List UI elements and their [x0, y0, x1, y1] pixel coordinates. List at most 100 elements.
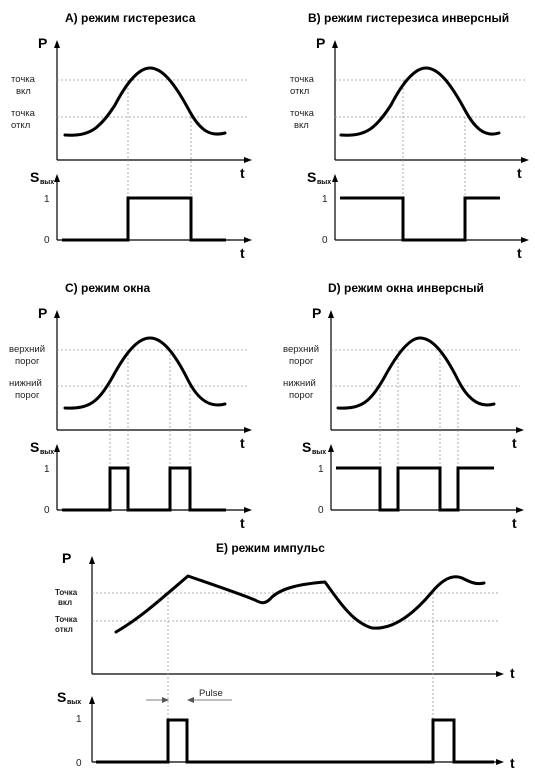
panel-c-top-x-arrow: [244, 427, 252, 433]
panel-d-bottom-t-label: t: [512, 515, 517, 531]
panel-b-bottom-y-arrow: [332, 174, 338, 182]
panel-c-switch-lines: [109, 350, 191, 510]
panel-c-level-lo-2: порог: [15, 390, 40, 401]
panel-b-s-label: S: [307, 169, 316, 185]
panel-b-top-x-arrow: [521, 157, 529, 163]
panel-a-bottom-axes: [56, 178, 248, 241]
panel-a-pressure-curve: [63, 66, 227, 137]
panel-e-level-lo-2: откл: [55, 625, 73, 634]
panel-c-p-label: P: [38, 305, 47, 321]
panel-e: E) режим импульс P t Точка вкл Точка отк…: [55, 541, 515, 771]
panel-e-pulse-arrow-left: [162, 697, 169, 703]
panel-c-level-hi-1: верхний: [9, 344, 45, 355]
panel-e-level-hi-2: вкл: [58, 598, 72, 607]
panel-b-bottom-x-arrow: [521, 237, 529, 243]
panel-e-title: E) режим импульс: [216, 541, 325, 555]
panel-e-pulse-arrow-right: [187, 697, 194, 703]
panel-d-switch-lines: [379, 350, 459, 510]
panel-c-s-label: S: [30, 439, 39, 455]
panel-e-pressure-curve: [114, 574, 486, 634]
panel-d-level-hi-1: верхний: [283, 344, 319, 355]
panel-b-top-t-label: t: [517, 165, 522, 181]
panel-d-s-sub: вых: [312, 449, 326, 456]
panel-a-top-y-arrow: [54, 40, 60, 48]
panel-a-bottom-x-arrow: [244, 237, 252, 243]
panel-d-top-axes: [330, 314, 520, 431]
panel-b-s-sub: вых: [317, 179, 331, 186]
panel-a-level-lo-2: откл: [11, 120, 30, 131]
panel-e-bottom-axes: [91, 700, 500, 763]
panel-e-output-signal: [96, 718, 494, 764]
panel-b-p-label: P: [316, 35, 325, 51]
panel-e-pulse-label: Pulse: [199, 688, 223, 699]
panel-c-top-t-label: t: [240, 435, 245, 451]
panel-a-output-signal: [62, 196, 226, 242]
panel-e-top-t-label: t: [510, 665, 515, 681]
panel-b-level-lo-1: точка: [290, 108, 315, 119]
panel-b-level-hi-2: откл: [290, 86, 309, 97]
panel-a-bottom-t-label: t: [240, 245, 245, 261]
panel-c-top-axes: [56, 314, 248, 431]
panel-d-top-y-arrow: [328, 310, 334, 318]
panel-e-bottom-t-label: t: [510, 755, 515, 771]
panel-a-level-hi-2: вкл: [16, 86, 31, 97]
panel-e-s-label: S: [57, 689, 66, 705]
panel-c-s-sub: вых: [40, 449, 54, 456]
panel-c-bottom-x-arrow: [244, 507, 252, 513]
panel-c-title: C) режим окна: [65, 281, 151, 295]
panel-e-p-label: P: [62, 550, 71, 566]
panel-c-level-lo-1: нижний: [9, 378, 42, 389]
panel-e-switch-lines: [167, 593, 434, 762]
panel-a-bottom-y-arrow: [54, 174, 60, 182]
panel-a-title: A) режим гистерезиса: [65, 11, 196, 25]
panel-b-top-axes: [334, 44, 525, 161]
panel-c-output-signal: [62, 466, 226, 512]
panel-c-bottom-y-arrow: [54, 444, 60, 452]
panel-a-one-label: 1: [44, 194, 50, 205]
panel-b: B) режим гистерезиса инверсный P t точка…: [290, 11, 529, 261]
panel-a-top-axes: [56, 44, 248, 161]
panel-c-bottom-t-label: t: [240, 515, 245, 531]
panel-a-top-x-arrow: [244, 157, 252, 163]
panel-b-top-y-arrow: [332, 40, 338, 48]
panel-d-level-hi-2: порог: [289, 356, 314, 367]
panel-d-one-label: 1: [318, 464, 324, 475]
panel-e-one-label: 1: [76, 714, 82, 725]
panel-b-level-hi-1: точка: [290, 74, 315, 85]
panel-e-zero-label: 0: [76, 758, 82, 769]
panel-a-p-label: P: [38, 35, 47, 51]
panel-e-level-lo-1: Точка: [55, 615, 78, 624]
panel-c-level-hi-2: порог: [15, 356, 40, 367]
panel-b-output-signal: [340, 196, 500, 242]
panel-d-level-lo-1: нижний: [283, 378, 316, 389]
panel-c-top-y-arrow: [54, 310, 60, 318]
panel-b-bottom-axes: [334, 178, 525, 241]
panel-d-output-signal: [336, 466, 494, 512]
panel-b-pressure-curve: [339, 66, 501, 137]
panel-d-top-x-arrow: [516, 427, 524, 433]
panel-a-s-sub: вых: [40, 179, 54, 186]
panel-d-bottom-axes: [330, 448, 520, 511]
panel-d-zero-label: 0: [318, 505, 324, 516]
panel-c-bottom-axes: [56, 448, 248, 511]
panel-d-title: D) режим окна инверсный: [328, 281, 484, 295]
panel-d-top-t-label: t: [512, 435, 517, 451]
panel-c-zero-label: 0: [44, 505, 50, 516]
panel-a-top-t-label: t: [240, 165, 245, 181]
panel-e-top-axes: [91, 560, 500, 675]
panel-d-bottom-x-arrow: [516, 507, 524, 513]
panel-d-s-label: S: [302, 439, 311, 455]
panel-b-title: B) режим гистерезиса инверсный: [308, 11, 509, 25]
panel-e-bottom-x-arrow: [496, 759, 504, 765]
panel-c: C) режим окна P t верхний порог нижний п…: [9, 281, 252, 531]
panel-d-bottom-y-arrow: [328, 444, 334, 452]
panel-b-one-label: 1: [322, 194, 328, 205]
panel-e-level-hi-1: Точка: [55, 588, 78, 597]
panel-c-pressure-curve: [63, 336, 227, 410]
panel-e-top-y-arrow: [89, 556, 95, 564]
panel-d: D) режим окна инверсный P t верхний поро…: [283, 281, 524, 531]
panel-e-bottom-y-arrow: [89, 696, 95, 704]
panel-a-level-lo-1: точка: [11, 108, 36, 119]
panel-b-level-lo-2: вкл: [294, 120, 309, 131]
